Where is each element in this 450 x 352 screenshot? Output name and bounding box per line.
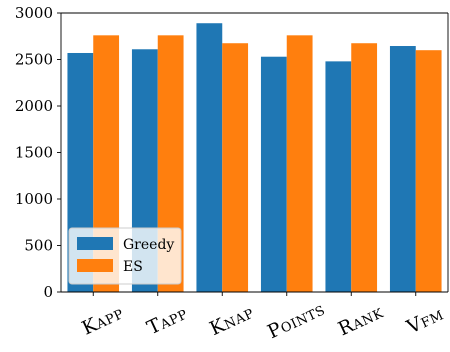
bar-greedy-points	[260, 56, 287, 293]
legend: Greedy ES	[68, 227, 182, 285]
y-tick-label: 0	[43, 283, 53, 301]
bar-greedy-vfm	[389, 46, 416, 292]
bar-es-vfm	[415, 50, 442, 293]
y-tick-label: 2500	[15, 51, 53, 69]
x-tick-label-kapp: Kapp	[79, 301, 127, 339]
bar-greedy-knap	[196, 23, 223, 292]
y-tick-label: 3000	[15, 4, 53, 22]
bar-es-rank	[351, 43, 378, 292]
legend-label-greedy: Greedy	[123, 237, 174, 253]
x-tick-label-knap: Knap	[206, 301, 257, 340]
y-tick-label: 1500	[15, 144, 53, 162]
legend-swatch-es	[77, 259, 113, 272]
bar-greedy-rank	[325, 61, 352, 292]
bar-es-points	[286, 35, 313, 292]
x-axis-ticks: Kapp Tapp Knap Points Rank Vfm	[79, 292, 447, 343]
y-tick-label: 500	[24, 237, 53, 255]
legend-label-es: ES	[123, 259, 143, 275]
x-tick-label-points: Points	[264, 298, 328, 344]
legend-swatch-greedy	[77, 237, 113, 250]
bar-es-knap	[222, 43, 249, 292]
x-tick-label-rank: Rank	[335, 301, 387, 341]
y-tick-label: 2000	[15, 97, 53, 115]
y-tick-label: 1000	[15, 190, 53, 208]
x-tick-label-tapp: Tapp	[144, 302, 191, 340]
y-axis-ticks: 0 500 1000 1500 2000 2500 3000	[15, 4, 61, 301]
x-tick-label-vfm: Vfm	[403, 303, 447, 339]
